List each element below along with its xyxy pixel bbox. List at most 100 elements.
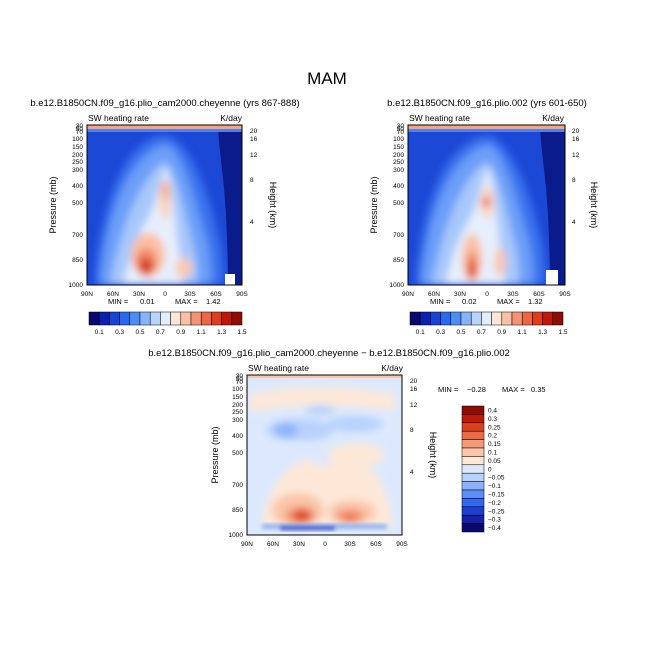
y-tick-label: 100 [393, 136, 404, 143]
y-tick-label: 30 [236, 373, 244, 380]
colorbar-label: 1.5 [558, 329, 567, 336]
panel-c-units: K/day [381, 363, 403, 373]
panel-c-subtitle: b.e12.B1850CN.f09_g16.plio_cam2000.cheye… [148, 348, 510, 359]
colorbar-box [170, 311, 182, 326]
x-tick-label: 30N [454, 291, 466, 298]
panel-c-top-band [247, 375, 402, 378]
colorbar-box [139, 311, 151, 326]
panel-c-contour-band [305, 405, 335, 415]
x-tick-label: 90S [559, 291, 571, 298]
colorbar-label: −0.1 [488, 483, 501, 490]
colorbar-label: 0.2 [488, 433, 497, 440]
colorbar-label: 0.1 [95, 329, 104, 336]
panel-b-subtitle: b.e12.B1850CN.f09_g16.plio.002 (yrs 601-… [387, 98, 587, 109]
panel-b-top-band [408, 125, 565, 129]
min-label: MIN = [438, 385, 459, 394]
panel-a-colorbar: 0.1 0.3 0.5 0.7 0.9 1.1 1.3 1.5 [88, 311, 247, 336]
colorbar-box [440, 311, 452, 326]
y-tick-label: 850 [72, 257, 83, 264]
height-tick-label: 4 [410, 469, 414, 476]
panel-c-contour-band [250, 386, 395, 412]
colorbar-label: 0.3 [488, 416, 497, 423]
panel-c-field [247, 375, 402, 535]
panel-b-top-band [408, 129, 565, 132]
panel-b-minmax: MIN = 0.02 MAX = 1.32 [430, 297, 543, 306]
panel-b-right-edge [540, 125, 565, 285]
colorbar-box [461, 498, 485, 508]
y-tick-label: 500 [393, 200, 404, 207]
y-tick-label: 500 [72, 200, 83, 207]
height-tick-label: 12 [410, 402, 418, 409]
panel-c: b.e12.B1850CN.f09_g16.plio_cam2000.cheye… [148, 348, 545, 548]
colorbar-label: 0.3 [115, 329, 124, 336]
colorbar-box [450, 311, 462, 326]
y-tick-label: 300 [72, 167, 83, 174]
colorbar-box [552, 311, 564, 326]
y-tick-label: 200 [232, 402, 243, 409]
y-tick-label: 30 [76, 123, 84, 130]
colorbar-label: −0.25 [488, 508, 505, 515]
panel-b: b.e12.B1850CN.f09_g16.plio.002 (yrs 601-… [369, 98, 599, 336]
y-tick-label: 100 [232, 386, 243, 393]
colorbar-box [461, 481, 485, 491]
colorbar-label: −0.15 [488, 492, 505, 499]
colorbar-label: 0.1 [416, 329, 425, 336]
y-tick-label: 700 [393, 232, 404, 239]
panel-a-left-axis: 30 50 70 100 150 200 250 300 400 500 700… [69, 123, 84, 289]
x-tick-label: 60N [267, 541, 279, 548]
x-tick-label: 90S [236, 291, 248, 298]
colorbar-box [119, 311, 131, 326]
panel-a-right-axis: 20 16 12 8 4 [250, 128, 258, 226]
x-tick-label: 60N [107, 291, 119, 298]
colorbar-label: 0.7 [477, 329, 486, 336]
colorbar-label: 1.1 [518, 329, 527, 336]
colorbar-box [221, 311, 233, 326]
x-tick-label: 30S [184, 291, 196, 298]
colorbar-box [200, 311, 212, 326]
colorbar-label: 0.05 [488, 458, 501, 465]
colorbar-box [149, 311, 161, 326]
colorbar-box [461, 506, 485, 516]
panel-a-x-axis: 90N 60N 30N 0 30S 60S 90S [81, 291, 248, 298]
height-tick-label: 20 [410, 378, 418, 385]
y-tick-label: 250 [393, 159, 404, 166]
colorbar-box [461, 523, 485, 533]
page-title: MAM [307, 69, 347, 88]
min-value: 0.02 [462, 297, 477, 306]
colorbar-label: 1.3 [217, 329, 226, 336]
colorbar-box [481, 311, 492, 326]
y-tick-label: 500 [232, 450, 243, 457]
panel-a-frame [86, 124, 243, 286]
max-value: 1.32 [528, 297, 543, 306]
y-tick-label: 150 [72, 144, 83, 151]
colorbar-box [461, 405, 485, 415]
panel-b-mask [546, 270, 558, 285]
colorbar-label: 0.15 [488, 441, 501, 448]
x-tick-label: 0 [163, 291, 167, 298]
panel-b-frame [407, 124, 566, 286]
y-tick-label: 1000 [390, 282, 405, 289]
y-tick-label: 50 [76, 126, 84, 133]
colorbar-box [129, 311, 141, 326]
y-tick-label: 70 [236, 379, 244, 386]
min-label: MIN = [430, 297, 451, 306]
panel-b-contour-band [482, 197, 490, 207]
panel-c-contour-band [328, 443, 384, 467]
panel-a-mask [225, 274, 235, 285]
panel-c-colorbar: 0.40.30.250.20.150.10.050−0.05−0.1−0.15−… [461, 405, 505, 533]
colorbar-label: 0 [488, 466, 492, 473]
colorbar-box [461, 489, 485, 499]
x-tick-label: 60S [370, 541, 382, 548]
x-tick-label: 90S [396, 541, 408, 548]
panel-a-contour-band [176, 258, 192, 278]
colorbar-box [430, 311, 441, 326]
max-value: 0.35 [531, 385, 546, 394]
max-label: MAX = [502, 385, 525, 394]
height-tick-label: 8 [250, 177, 254, 184]
panel-b-right-axis: 20 16 12 8 4 [572, 128, 580, 226]
max-label: MAX = [497, 297, 520, 306]
colorbar-box [98, 311, 110, 326]
panel-a-field [87, 125, 242, 285]
x-tick-label: 60S [533, 291, 545, 298]
